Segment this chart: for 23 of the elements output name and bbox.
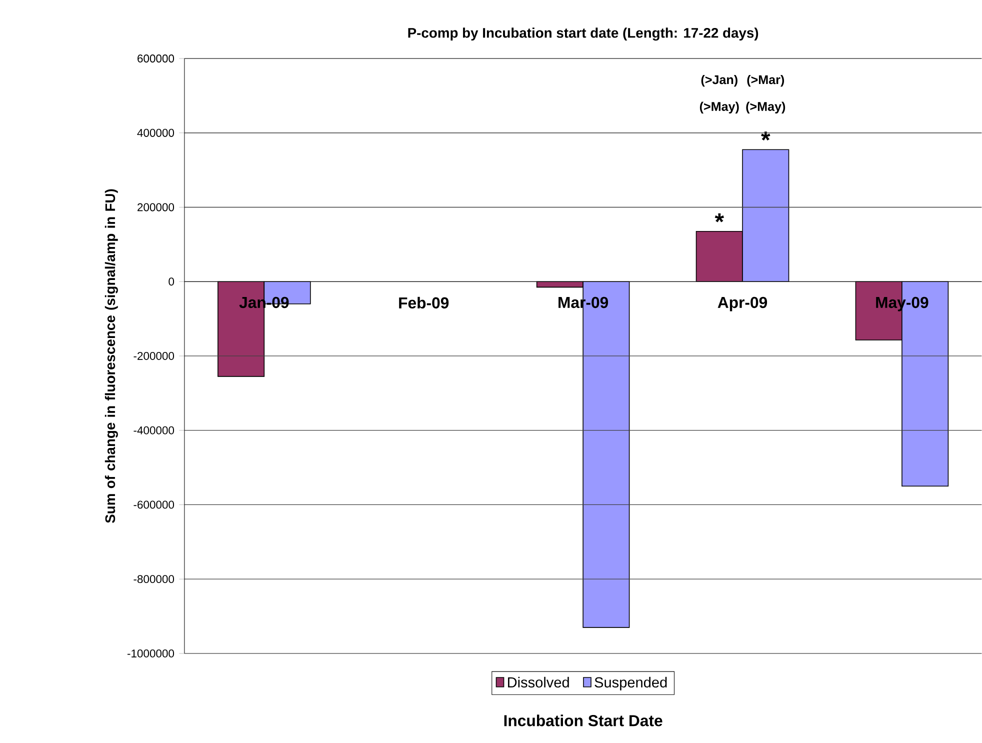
legend-label: Dissolved (508, 677, 569, 688)
y-tick-label: -400000 (134, 426, 174, 434)
chart-title: P-comp by Incubation start date (Length: 17-22 days) (408, 28, 758, 41)
annotation: * (714, 214, 724, 222)
annotation: (>May) (700, 102, 739, 114)
y-tick-label: 0 (168, 278, 174, 286)
y-tick-label: -800000 (134, 575, 174, 584)
y-tick-label: -200000 (134, 352, 174, 360)
annotation: (>Mar) (747, 75, 784, 87)
y-tick-label: -1000000 (127, 650, 174, 658)
annotation: * (761, 132, 770, 141)
legend-label: Suspended (594, 677, 667, 691)
y-tick-label: 200000 (138, 203, 174, 212)
y-tick-label: -600000 (134, 500, 174, 509)
y-axis-title: Sum of change in fluorescence (signal/amp in FU) (104, 189, 118, 524)
x-axis-title: Incubation Start Date (504, 714, 662, 726)
x-tick-label: Feb-09 (399, 297, 449, 309)
y-tick-label: 600000 (138, 54, 174, 63)
x-tick-label: May-09 (876, 297, 928, 312)
annotation: (>Jan) (701, 75, 738, 87)
y-tick-label: 400000 (137, 129, 174, 137)
annotation: (>May) (746, 102, 786, 114)
x-tick-label: Apr-09 (718, 297, 768, 312)
